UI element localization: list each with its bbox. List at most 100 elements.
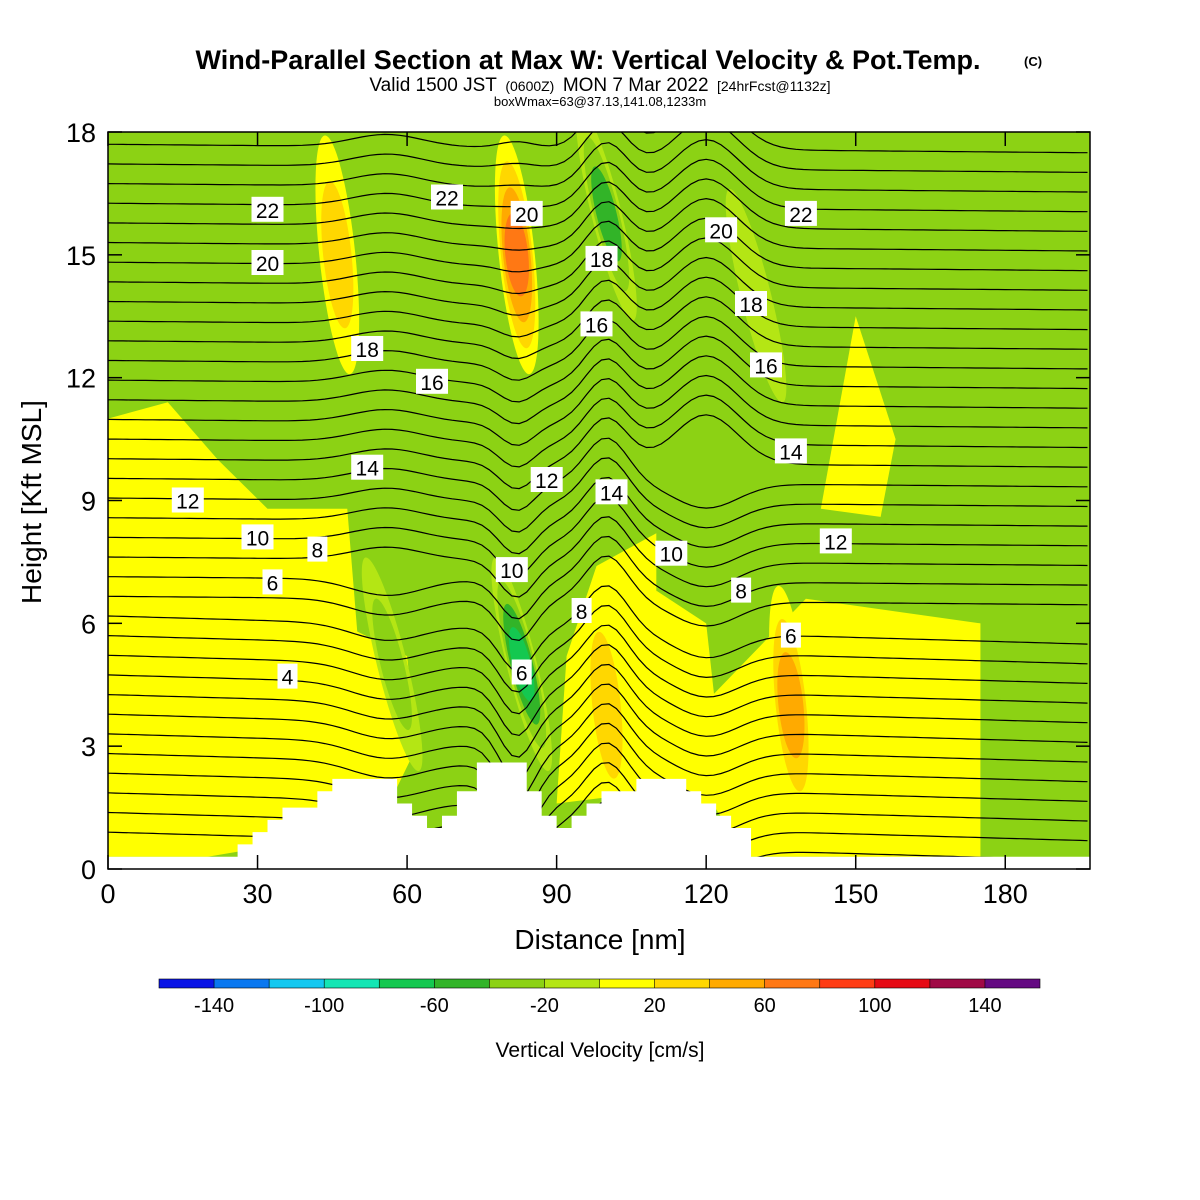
- theta-label-17: 6: [511, 659, 532, 686]
- theta-label-text: 22: [435, 188, 458, 211]
- theta-label-text: 8: [735, 581, 747, 604]
- theta-contour-line: [108, 644, 1088, 737]
- colorbar: -140 -100 -60 -20 20 60 100 140: [158, 978, 1041, 1017]
- theta-label-text: 6: [516, 663, 528, 686]
- theta-label-26: 14: [774, 438, 807, 464]
- theta-label-6: 14: [351, 454, 384, 481]
- theta-contour-line: [108, 703, 1088, 802]
- colorbar-swatch: [764, 979, 820, 988]
- chart-subtitle: Valid 1500 JST (0600Z) MON 7 Mar 2022 [2…: [369, 75, 830, 96]
- theta-label-text: 12: [176, 491, 199, 514]
- field-downdraft-7-level-2: [372, 598, 412, 731]
- colorbar-swatch: [874, 979, 930, 988]
- y-tick-label: 3: [81, 732, 96, 762]
- subtitle-utc: (0600Z): [505, 78, 554, 94]
- theta-label-box: [416, 368, 448, 394]
- theta-contour-line: [108, 178, 1088, 232]
- x-tick-label: 0: [100, 879, 115, 909]
- theta-label-20: 10: [655, 540, 688, 567]
- theta-label-15: 12: [530, 467, 563, 493]
- theta-label-9: 20: [251, 250, 284, 276]
- theta-label-text: 20: [515, 204, 538, 227]
- theta-label-text: 10: [246, 527, 269, 550]
- theta-label-box: [351, 336, 384, 361]
- colorbar-tick-label: -100: [304, 995, 344, 1017]
- theta-label-text: 14: [356, 458, 380, 481]
- theta-label-text: 14: [600, 482, 624, 505]
- theta-contour-line: [108, 762, 1088, 867]
- theta-label-12: 20: [510, 200, 543, 227]
- theta-label-text: 14: [779, 441, 803, 464]
- field-downdraft-3-level-3: [591, 166, 622, 262]
- theta-label-text: 22: [256, 200, 279, 223]
- theta-label-13: 18: [585, 245, 618, 272]
- theta-label-box: [595, 479, 628, 505]
- colorbar-swatch: [489, 979, 545, 988]
- field-updraft-2-level-4: [504, 213, 529, 297]
- theta-label-text: 4: [282, 667, 294, 690]
- colorbar-swatch: [709, 979, 765, 988]
- theta-label-text: 16: [585, 314, 608, 337]
- theta-label-box: [277, 663, 298, 689]
- theta-label-24: 18: [735, 291, 767, 317]
- y-tick-label: 6: [81, 609, 96, 639]
- theta-label-box: [774, 438, 807, 464]
- y-tick-label: 0: [81, 855, 96, 885]
- colorbar-swatch: [819, 979, 875, 988]
- y-tick-label: 15: [66, 241, 96, 271]
- theta-contour-line: [108, 138, 1088, 193]
- colorbar-swatch: [654, 979, 710, 988]
- y-tick-label: 9: [81, 487, 96, 517]
- y-axis-label: Height [Kft MSL]: [16, 400, 47, 604]
- theta-contour-line: [108, 781, 1088, 869]
- theta-label-text: 18: [356, 339, 379, 362]
- theta-label-box: [511, 659, 532, 685]
- theta-contour-line: [108, 132, 1088, 154]
- theta-label-box: [819, 528, 852, 554]
- theta-label-text: 18: [590, 249, 613, 272]
- theta-label-box: [251, 250, 284, 275]
- theta-label-box: [731, 577, 752, 603]
- chart-title: Wind-Parallel Section at Max W: Vertical…: [196, 45, 981, 75]
- theta-label-text: 6: [267, 572, 279, 595]
- theta-contour-line: [108, 663, 1088, 758]
- x-tick-label: 60: [392, 879, 422, 909]
- theta-contour-labels: 4 6 8 10 12 14 16 18 20 22 22 20 18 16 12 10 6 8 14 10 8 6 20 1…: [171, 184, 852, 690]
- theta-label-21: 8: [731, 577, 752, 604]
- theta-contour-line: [108, 437, 1088, 511]
- theta-label-22: 6: [780, 622, 801, 649]
- theta-contour-line: [108, 457, 1088, 533]
- colorbar-tick-label: -60: [420, 995, 449, 1017]
- theta-label-text: 10: [660, 544, 683, 567]
- theta-label-box: [571, 598, 592, 623]
- theta-label-box: [585, 245, 618, 271]
- theta-label-4: 10: [241, 524, 274, 550]
- theta-label-box: [510, 200, 543, 226]
- theta-label-box: [495, 557, 528, 583]
- plot-area: 4 6 8 10 12 14 16 18 20 22 22 20 18 16 12 10 6 8 14 10 8 6 20 1…: [108, 132, 1090, 869]
- x-tick-label: 30: [243, 879, 273, 909]
- theta-label-11: 22: [431, 184, 463, 211]
- x-tick-label: 180: [983, 879, 1028, 909]
- theta-label-1: 4: [277, 663, 298, 690]
- colorbar-swatch: [544, 979, 600, 988]
- theta-label-text: 20: [709, 220, 732, 243]
- theta-contour-line: [108, 722, 1088, 823]
- y-axis: 0 3 6 9 12 15 18: [66, 118, 1090, 885]
- theta-contour-line: [108, 374, 1088, 446]
- theta-label-text: 12: [824, 531, 847, 554]
- theta-label-14: 16: [580, 311, 613, 337]
- theta-label-box: [530, 467, 563, 492]
- theta-label-box: [655, 540, 688, 566]
- colorbar-tick-label: 140: [968, 995, 1001, 1017]
- theta-label-box: [735, 291, 767, 316]
- theta-contour-line: [108, 296, 1088, 360]
- theta-label-3: 8: [307, 536, 328, 563]
- theta-label-box: [750, 352, 782, 378]
- theta-contour-line: [108, 683, 1088, 780]
- colorbar-swatch: [269, 979, 325, 988]
- theta-label-28: 22: [784, 200, 817, 227]
- field-updraft-1-level-2: [321, 181, 354, 329]
- theta-label-box: [251, 196, 284, 222]
